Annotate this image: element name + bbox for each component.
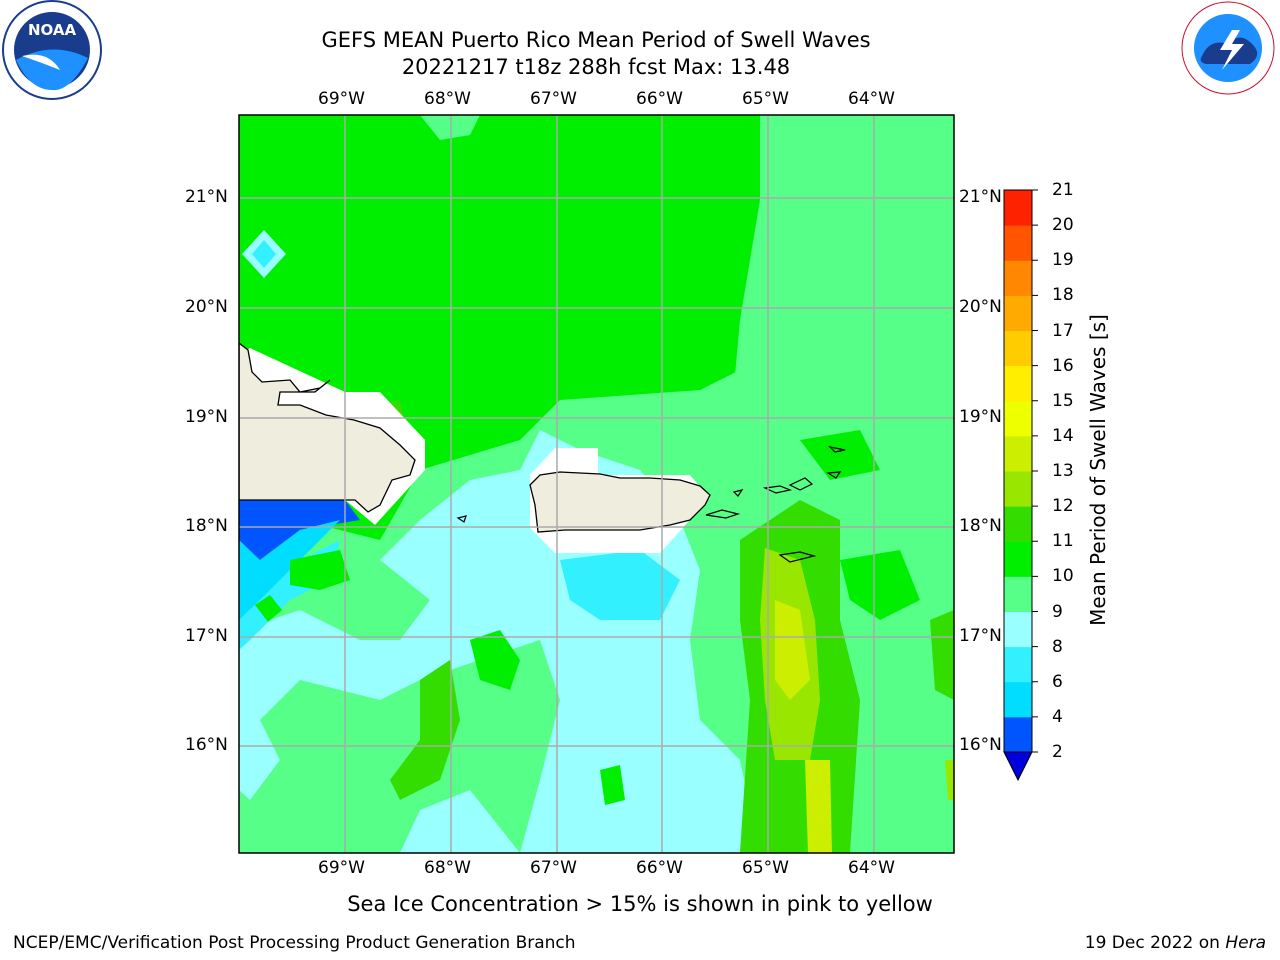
footer-producer: NCEP/EMC/Verification Post Processing Pr… [13,933,576,953]
colorbar-tick-label: 20 [1052,215,1074,236]
colorbar-tick-label: 8 [1052,636,1063,657]
lat-label-right: 21°N [959,187,1002,207]
colorbar-tick-label: 21 [1052,180,1074,200]
colorbar-bin [1004,435,1032,472]
lat-label-right: 20°N [959,297,1002,317]
lat-label-left: 19°N [185,407,228,427]
lat-label-right: 19°N [959,407,1002,427]
map-frame [238,114,955,854]
lon-label-top: 65°W [742,89,789,109]
colorbar-tick-label: 19 [1052,250,1074,271]
colorbar-bin [1004,225,1032,261]
sea-ice-note: Sea Ice Concentration > 15% is shown in … [347,892,933,916]
map-subtitle-forecast: 20221217 t18z 288h fcst Max: 13.48 [401,55,791,79]
lat-label-right: 17°N [959,626,1002,646]
colorbar-bin [1004,576,1032,612]
lat-label-right: 18°N [959,516,1002,536]
colorbar-tick-label: 10 [1052,566,1074,587]
colorbar-tick-label: 16 [1052,355,1074,376]
lon-label-bottom: 69°W [318,858,365,878]
lat-label-right: 16°N [959,735,1002,755]
colorbar-bin [1004,471,1032,507]
lon-label-top: 67°W [530,89,577,109]
colorbar-bin [1004,506,1032,542]
lat-label-left: 18°N [185,516,228,536]
colorbar-tick-label: 14 [1052,425,1074,446]
svg-text:NOAA: NOAA [28,21,77,39]
colorbar [1003,189,1038,782]
colorbar-tick-label: 9 [1052,601,1063,622]
colorbar-tick-label: 12 [1052,496,1074,517]
lon-label-bottom: 66°W [636,858,683,878]
colorbar-bin [1004,541,1032,577]
nws-logo [1181,1,1275,95]
colorbar-bin [1004,681,1032,718]
lon-label-bottom: 64°W [848,858,895,878]
colorbar-under-arrow [1003,751,1033,782]
footer-date: 19 Dec 2022 on Hera [1084,933,1266,953]
lat-label-left: 21°N [185,187,228,207]
lat-label-left: 16°N [185,735,228,755]
lon-label-bottom: 68°W [424,858,471,878]
lon-label-top: 69°W [318,89,365,109]
lon-label-top: 66°W [636,89,683,109]
colorbar-bin [1004,330,1032,367]
colorbar-bin [1004,611,1032,648]
colorbar-tick-label: 2 [1052,742,1063,762]
colorbar-bin [1004,716,1032,753]
colorbar-bin [1004,260,1032,296]
lon-label-bottom: 65°W [742,858,789,878]
lon-label-bottom: 67°W [530,858,577,878]
colorbar-tick-label: 11 [1052,531,1074,552]
colorbar-tick-label: 17 [1052,320,1074,341]
colorbar-tick-label: 13 [1052,461,1074,481]
map-title: GEFS MEAN Puerto Rico Mean Period of Swe… [321,28,871,52]
noaa-logo: NOAA [2,0,102,100]
colorbar-tick-label: 15 [1052,390,1074,411]
lon-label-top: 68°W [424,89,471,109]
colorbar-bin [1004,295,1032,331]
colorbar-tick-label: 4 [1052,706,1063,727]
colorbar-label: Mean Period of Swell Waves [s] [1086,314,1110,626]
colorbar-bin [1004,646,1032,683]
colorbar-bin [1004,400,1032,437]
colorbar-tick-label: 6 [1052,671,1063,692]
lon-label-top: 64°W [848,89,895,109]
lat-label-left: 17°N [185,626,228,646]
lat-label-left: 20°N [185,297,228,317]
swell-period-field [239,115,954,853]
colorbar-tick-label: 18 [1052,285,1074,306]
colorbar-bin [1004,365,1032,402]
colorbar-bin [1004,190,1032,226]
